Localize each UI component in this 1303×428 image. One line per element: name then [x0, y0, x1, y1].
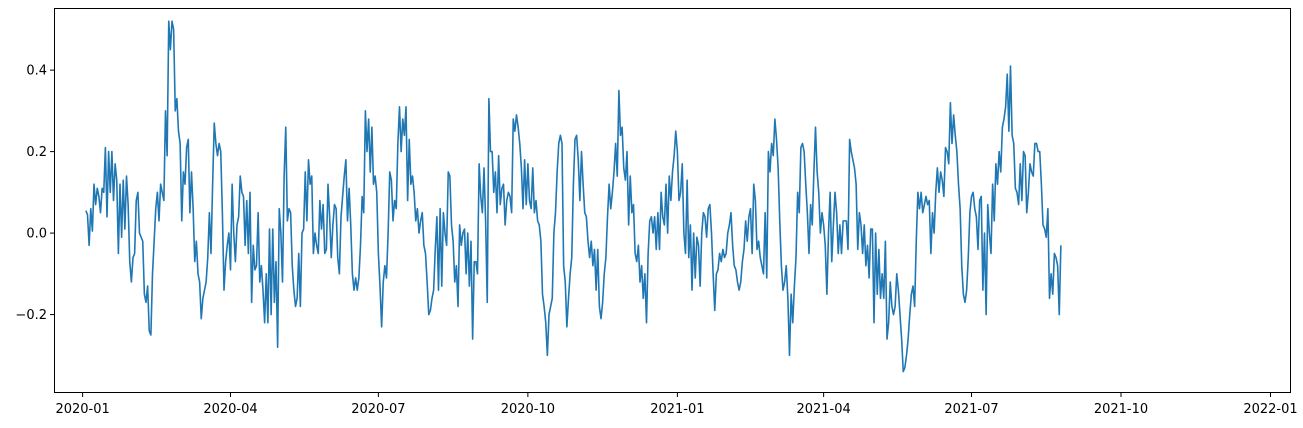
x-tick-label: 2020-04	[203, 402, 257, 417]
plot-area-frame	[54, 8, 1291, 393]
x-axis-ticks: 2020-01 2020-04 2020-07 2020-10 2021-01 2021-…	[55, 392, 1298, 417]
series-line	[85, 20, 1062, 373]
y-axis-ticks: −0.2 0.0 0.2 0.4	[15, 64, 55, 323]
x-tick-label: 2022-01	[1243, 402, 1297, 417]
y-tick-label: 0.4	[26, 64, 47, 79]
x-tick-label: 2020-07	[351, 402, 405, 417]
y-tick-label: −0.2	[15, 308, 47, 323]
x-tick-label: 2021-04	[796, 402, 850, 417]
x-tick-label: 2021-07	[944, 402, 998, 417]
x-tick-label: 2021-10	[1094, 402, 1148, 417]
x-tick-label: 2021-01	[650, 402, 704, 417]
y-tick-label: 0.0	[26, 227, 47, 242]
x-tick-label: 2020-10	[501, 402, 555, 417]
y-tick-label: 0.2	[26, 145, 47, 160]
x-tick-label: 2020-01	[55, 402, 109, 417]
